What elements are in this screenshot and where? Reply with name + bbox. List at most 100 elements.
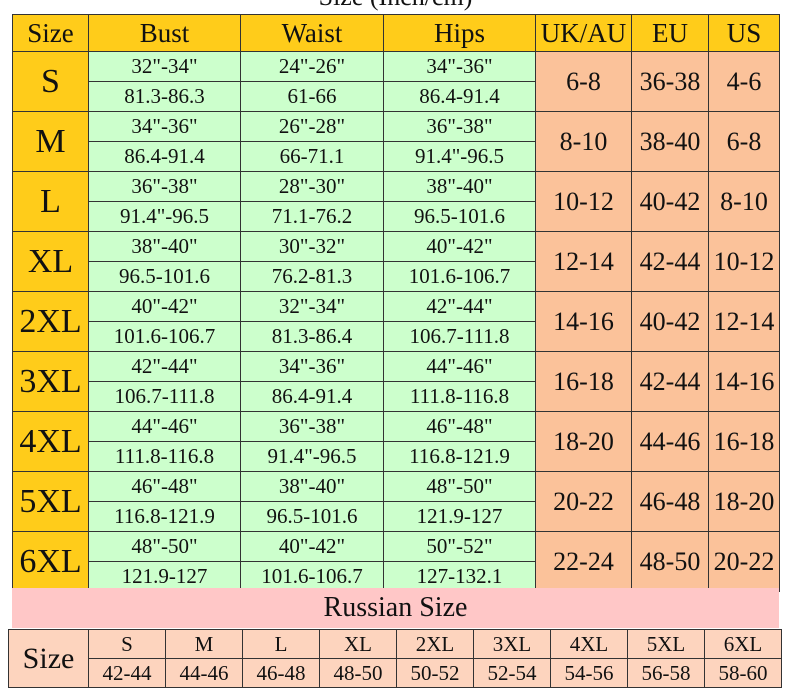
waist-cm: 96.5-101.6 [240,501,384,532]
header-waist: Waist [240,14,384,52]
chart-title: Size (Inch/cm) [0,0,791,10]
table-row: 6XL 48"-50" 40"-42" 50"-52" 22-24 48-50 20-22 [12,531,780,592]
table-row: 106.7-111.8 86.4-91.4 111.8-116.8 [13,381,780,412]
hips-cm: 101.6-106.7 [383,261,536,292]
size-label: 2XL [12,291,89,352]
waist-inch: 40"-42" [240,531,384,562]
table-row: 86.4-91.4 66-71.1 91.4"-96.5 [13,141,780,172]
hips-cm: 127-132.1 [383,561,536,592]
eu-size: 42-44 [631,351,709,412]
hips-cm: 106.7-111.8 [383,321,536,352]
russian-size-value: 48-50 [319,658,397,688]
russian-value-row: 42-44 44-46 46-48 48-50 50-52 52-54 54-56 56-58… [9,658,782,688]
waist-cm: 76.2-81.3 [240,261,384,292]
size-label: 5XL [12,471,89,532]
waist-cm: 66-71.1 [240,141,384,172]
us-size: 12-14 [708,291,780,352]
size-chart-table: Size Bust Waist Hips UK/AU EU US S 32"-34… [12,14,780,592]
eu-size: 40-42 [631,291,709,352]
table-row: 4XL 44"-46" 36"-38" 46"-48" 18-20 44-46 16-18 [12,411,780,472]
russian-size-name: 6XL [704,629,782,659]
eu-size: 38-40 [631,111,709,172]
table-row: 5XL 46"-48" 38"-40" 48"-50" 20-22 46-48 18-20 [12,471,780,532]
hips-cm: 96.5-101.6 [383,201,536,232]
waist-cm: 61-66 [240,81,384,112]
eu-size: 48-50 [631,531,709,592]
waist-inch: 32"-34" [240,291,384,322]
uk-au-size: 22-24 [535,531,632,592]
table-row: 111.8-116.8 91.4"-96.5 116.8-121.9 [13,441,780,472]
us-size: 6-8 [708,111,780,172]
table-row: 3XL 42"-44" 34"-36" 44"-46" 16-18 42-44 14-16 [12,351,780,412]
russian-size-value: 42-44 [88,658,166,688]
uk-au-size: 12-14 [535,231,632,292]
bust-cm: 81.3-86.3 [88,81,241,112]
hips-inch: 44"-46" [383,351,536,382]
bust-inch: 40"-42" [88,291,241,322]
waist-inch: 34"-36" [240,351,384,382]
size-label: S [12,51,89,112]
header-row: Size Bust Waist Hips UK/AU EU US [12,14,780,52]
table-row: S 32"-34" 24"-26" 34"-36" 6-8 36-38 4-6 [12,51,780,112]
uk-au-size: 6-8 [535,51,632,112]
waist-cm: 71.1-76.2 [240,201,384,232]
eu-size: 44-46 [631,411,709,472]
russian-size-row: Size S M L XL 2XL 3XL 4XL 5XL 6XL [8,629,782,688]
waist-cm: 86.4-91.4 [240,381,384,412]
bust-cm: 86.4-91.4 [88,141,241,172]
russian-size-value: 52-54 [473,658,551,688]
bust-inch: 42"-44" [88,351,241,382]
bust-cm: 116.8-121.9 [88,501,241,532]
russian-size-name: XL [319,629,397,659]
uk-au-size: 16-18 [535,351,632,412]
hips-inch: 42"-44" [383,291,536,322]
russian-size-name: 5XL [627,629,705,659]
uk-au-size: 8-10 [535,111,632,172]
header-bust: Bust [88,14,241,52]
bust-cm: 91.4"-96.5 [88,201,241,232]
bust-cm: 106.7-111.8 [88,381,241,412]
table-row: 121.9-127 101.6-106.7 127-132.1 [13,561,780,592]
uk-au-size: 14-16 [535,291,632,352]
hips-inch: 50"-52" [383,531,536,562]
us-size: 10-12 [708,231,780,292]
size-label: 4XL [12,411,89,472]
waist-cm: 91.4"-96.5 [240,441,384,472]
table-row: 91.4"-96.5 71.1-76.2 96.5-101.6 [13,201,780,232]
hips-cm: 116.8-121.9 [383,441,536,472]
table-row: 116.8-121.9 96.5-101.6 121.9-127 [13,501,780,532]
hips-inch: 36"-38" [383,111,536,142]
bust-inch: 38"-40" [88,231,241,262]
russian-size-value: 54-56 [550,658,628,688]
bust-inch: 36"-38" [88,171,241,202]
russian-size-table: Size S M L XL 2XL 3XL 4XL 5XL 6XL 42-44 44-46 46-48 4… [8,629,782,688]
eu-size: 46-48 [631,471,709,532]
russian-size-value: 56-58 [627,658,705,688]
waist-inch: 28"-30" [240,171,384,202]
waist-inch: 38"-40" [240,471,384,502]
hips-inch: 46"-48" [383,411,536,442]
us-size: 18-20 [708,471,780,532]
bust-inch: 48"-50" [88,531,241,562]
waist-inch: 26"-28" [240,111,384,142]
us-size: 8-10 [708,171,780,232]
hips-cm: 91.4"-96.5 [383,141,536,172]
bust-inch: 32"-34" [88,51,241,82]
bust-inch: 44"-46" [88,411,241,442]
russian-size-value: 44-46 [165,658,243,688]
russian-size-name: M [165,629,243,659]
hips-inch: 40"-42" [383,231,536,262]
size-label: 6XL [12,531,89,592]
russian-size-name: 4XL [550,629,628,659]
russian-size-label: Size [8,629,89,688]
us-size: 20-22 [708,531,780,592]
hips-inch: 38"-40" [383,171,536,202]
header-size: Size [12,14,89,52]
hips-inch: 48"-50" [383,471,536,502]
table-row: L 36"-38" 28"-30" 38"-40" 10-12 40-42 8-10 [12,171,780,232]
eu-size: 36-38 [631,51,709,112]
russian-size-name: 2XL [396,629,474,659]
header-eu: EU [631,14,709,52]
us-size: 16-18 [708,411,780,472]
table-row: XL 38"-40" 30"-32" 40"-42" 12-14 42-44 10-12 [12,231,780,292]
